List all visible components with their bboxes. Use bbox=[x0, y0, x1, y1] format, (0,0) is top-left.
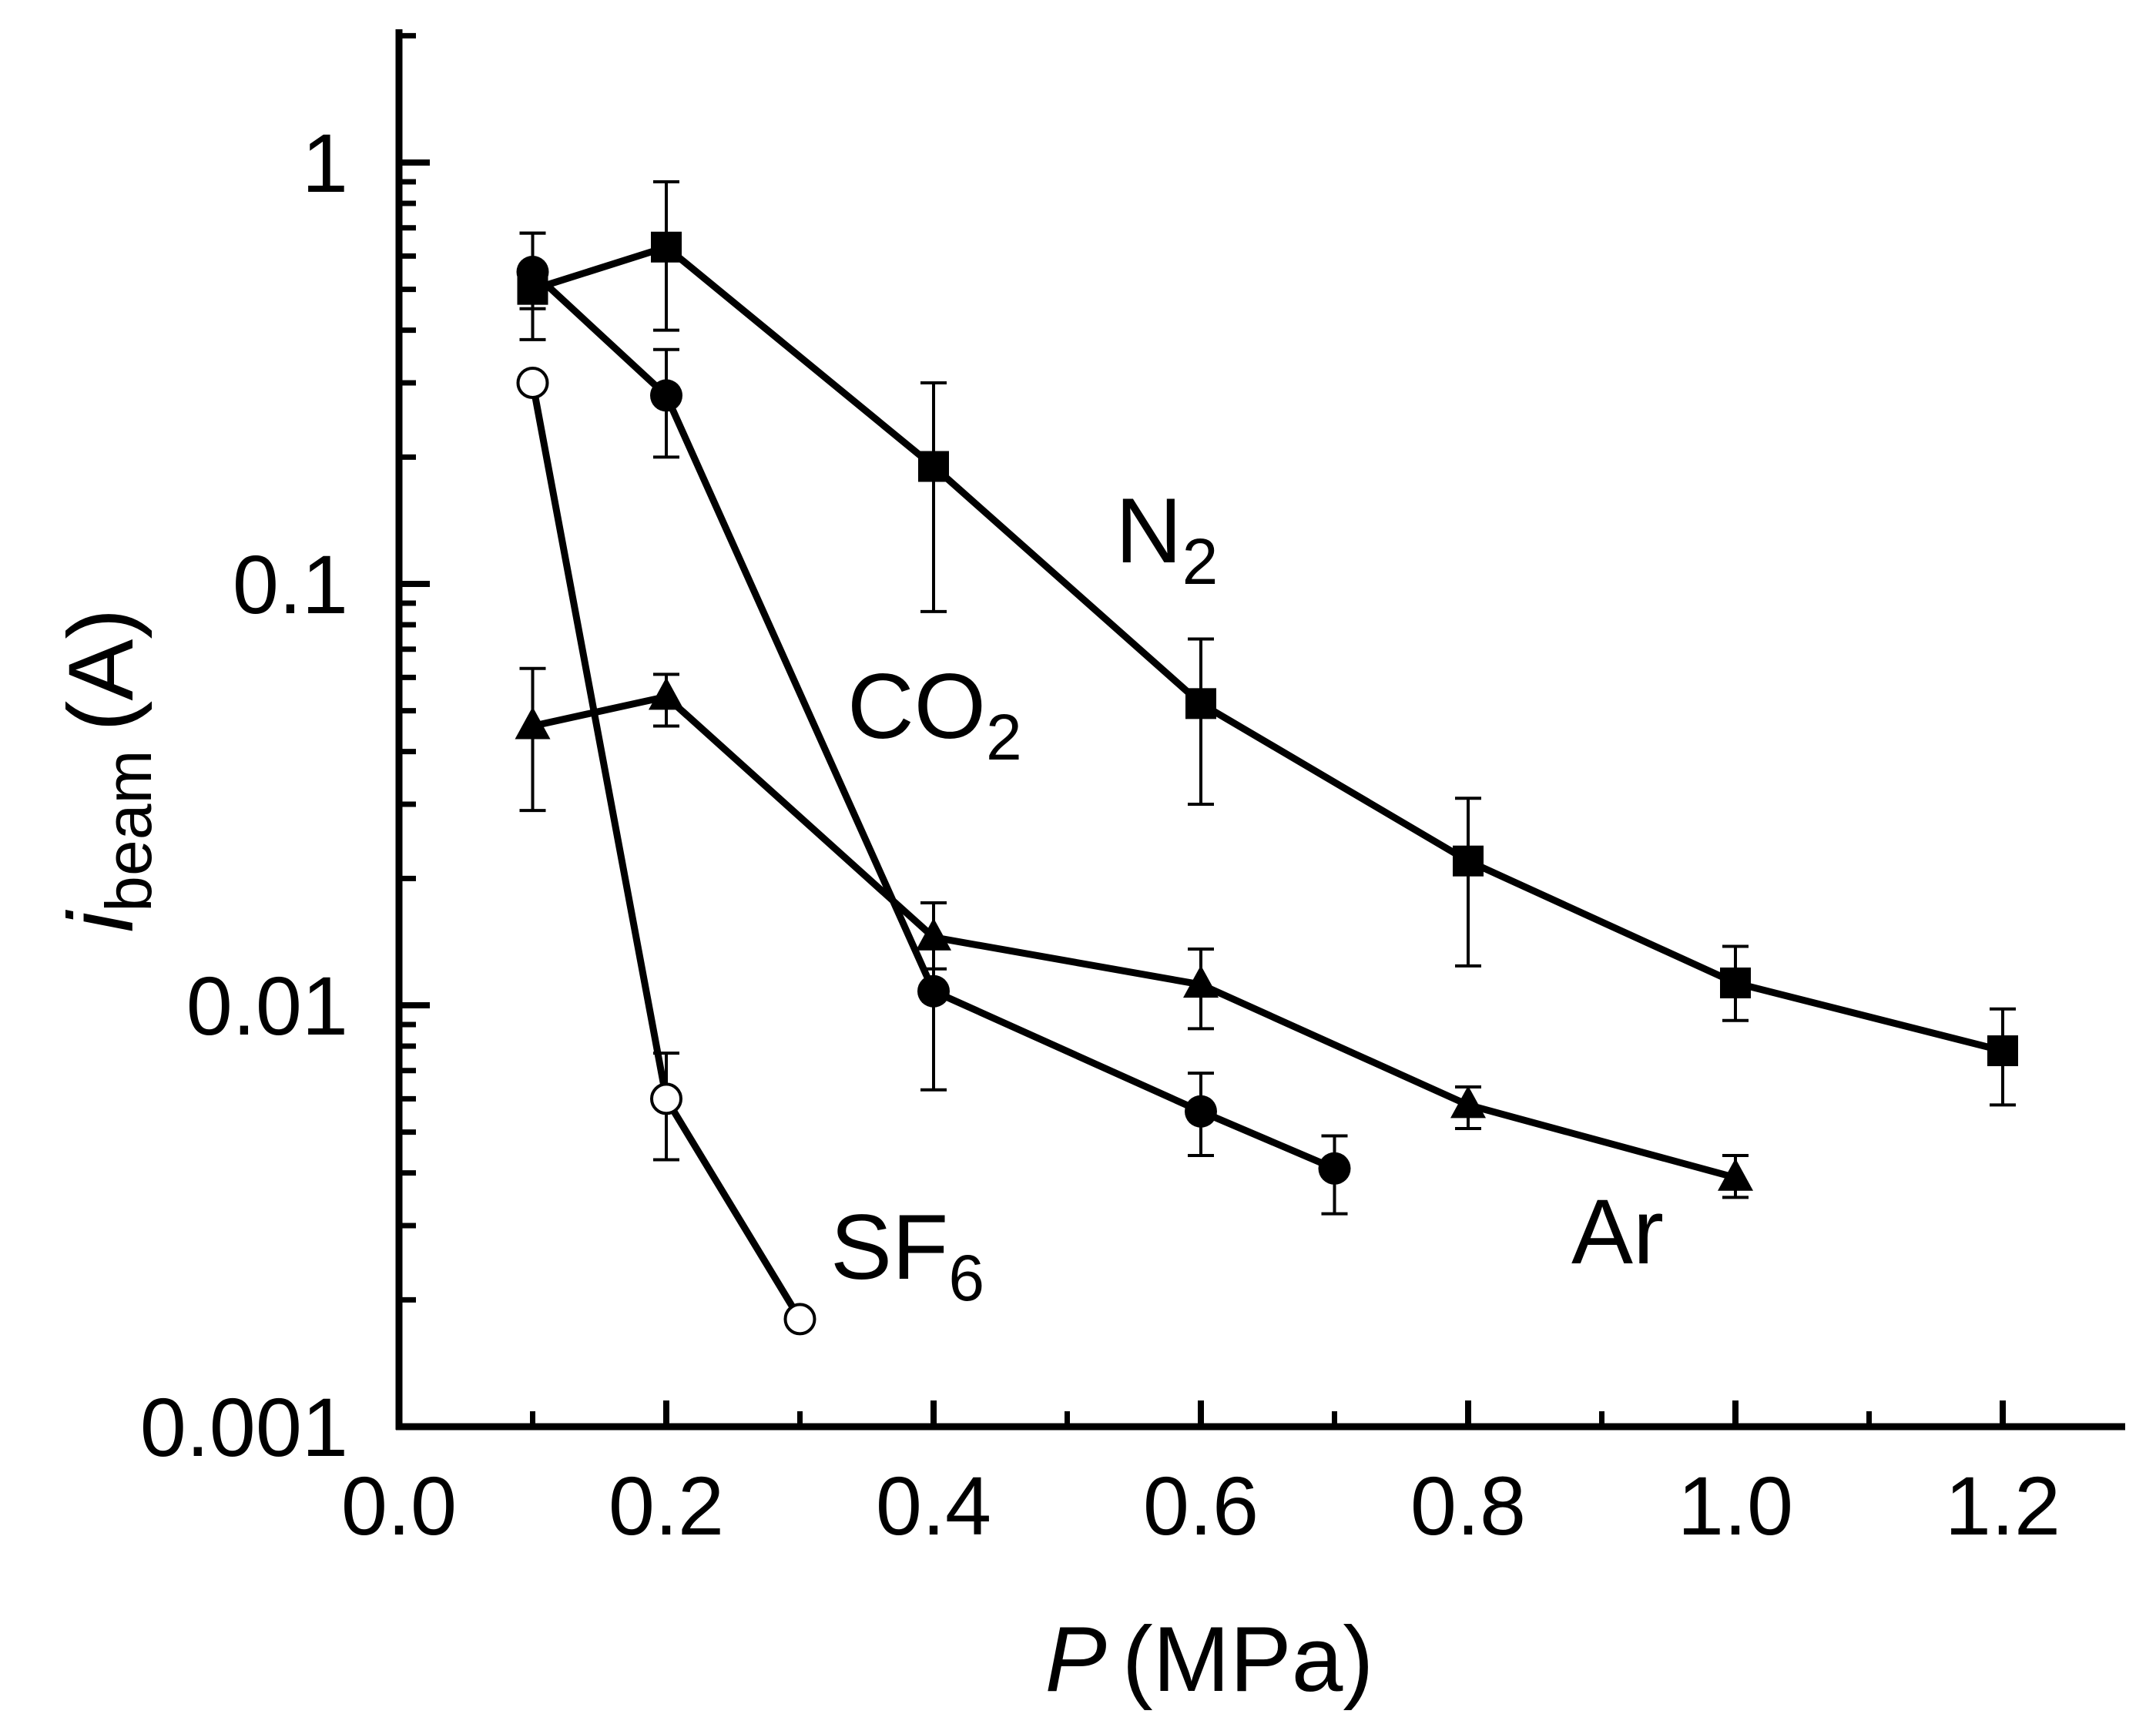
chart-axes bbox=[395, 29, 2125, 1431]
chart-ticks bbox=[396, 32, 2006, 1430]
x-tick-label: 0.4 bbox=[876, 1459, 991, 1552]
data-point-n2 bbox=[1185, 688, 1216, 719]
error-bars bbox=[519, 180, 2016, 1216]
data-point-ar bbox=[1450, 1085, 1486, 1119]
x-tick-label: 0.2 bbox=[609, 1459, 724, 1552]
data-point-ar bbox=[515, 706, 551, 740]
y-axis-title: ibeam(A) bbox=[49, 609, 165, 933]
x-tick-label: 0.6 bbox=[1143, 1459, 1259, 1552]
series-label-n2: N2 bbox=[1115, 479, 1218, 598]
tick-labels: 0.0 0.2 0.4 0.6 0.8 1.0 1.2 0.001 0.01 0.1 1 bbox=[140, 116, 2060, 1552]
data-point-sf6 bbox=[650, 1082, 682, 1115]
series-label-sf6: SF6 bbox=[830, 1196, 984, 1314]
data-point-n2 bbox=[651, 231, 682, 263]
data-point-ar bbox=[1718, 1158, 1753, 1191]
y-tick-label: 0.01 bbox=[186, 959, 348, 1052]
y-tick-label: 0.001 bbox=[140, 1380, 348, 1474]
data-point-co2 bbox=[1185, 1095, 1217, 1128]
series-markers bbox=[515, 231, 2018, 1336]
series-line-sf6 bbox=[529, 382, 803, 1321]
data-point-n2 bbox=[1453, 845, 1484, 877]
series-labels: N2 CO2 Ar SF6 bbox=[830, 479, 1664, 1314]
data-point-co2 bbox=[917, 974, 950, 1008]
data-point-co2 bbox=[516, 256, 549, 289]
data-point-ar bbox=[649, 677, 684, 710]
data-point-co2 bbox=[1318, 1152, 1351, 1185]
y-tick-label: 0.1 bbox=[233, 538, 348, 631]
data-point-n2 bbox=[1720, 967, 1751, 998]
x-tick-label: 1.2 bbox=[1945, 1459, 2060, 1552]
data-point-sf6 bbox=[783, 1303, 816, 1336]
data-point-sf6 bbox=[516, 367, 549, 400]
x-tick-label: 0.0 bbox=[341, 1459, 457, 1552]
data-point-ar bbox=[916, 917, 951, 951]
series-line-ar bbox=[531, 693, 1737, 1182]
series-label-ar: Ar bbox=[1571, 1180, 1664, 1283]
data-point-ar bbox=[1183, 965, 1219, 998]
data-point-n2 bbox=[918, 451, 949, 482]
y-tick-label: 1 bbox=[302, 116, 348, 210]
x-tick-label: 1.0 bbox=[1678, 1459, 1793, 1552]
x-axis-title: P (MPa) bbox=[1045, 1608, 1374, 1711]
data-point-co2 bbox=[650, 379, 682, 412]
data-point-n2 bbox=[1987, 1035, 2018, 1067]
x-tick-label: 0.8 bbox=[1410, 1459, 1526, 1552]
series-label-co2: CO2 bbox=[847, 655, 1022, 773]
series-line-n2 bbox=[531, 243, 2004, 1055]
series-lines bbox=[529, 243, 2004, 1321]
